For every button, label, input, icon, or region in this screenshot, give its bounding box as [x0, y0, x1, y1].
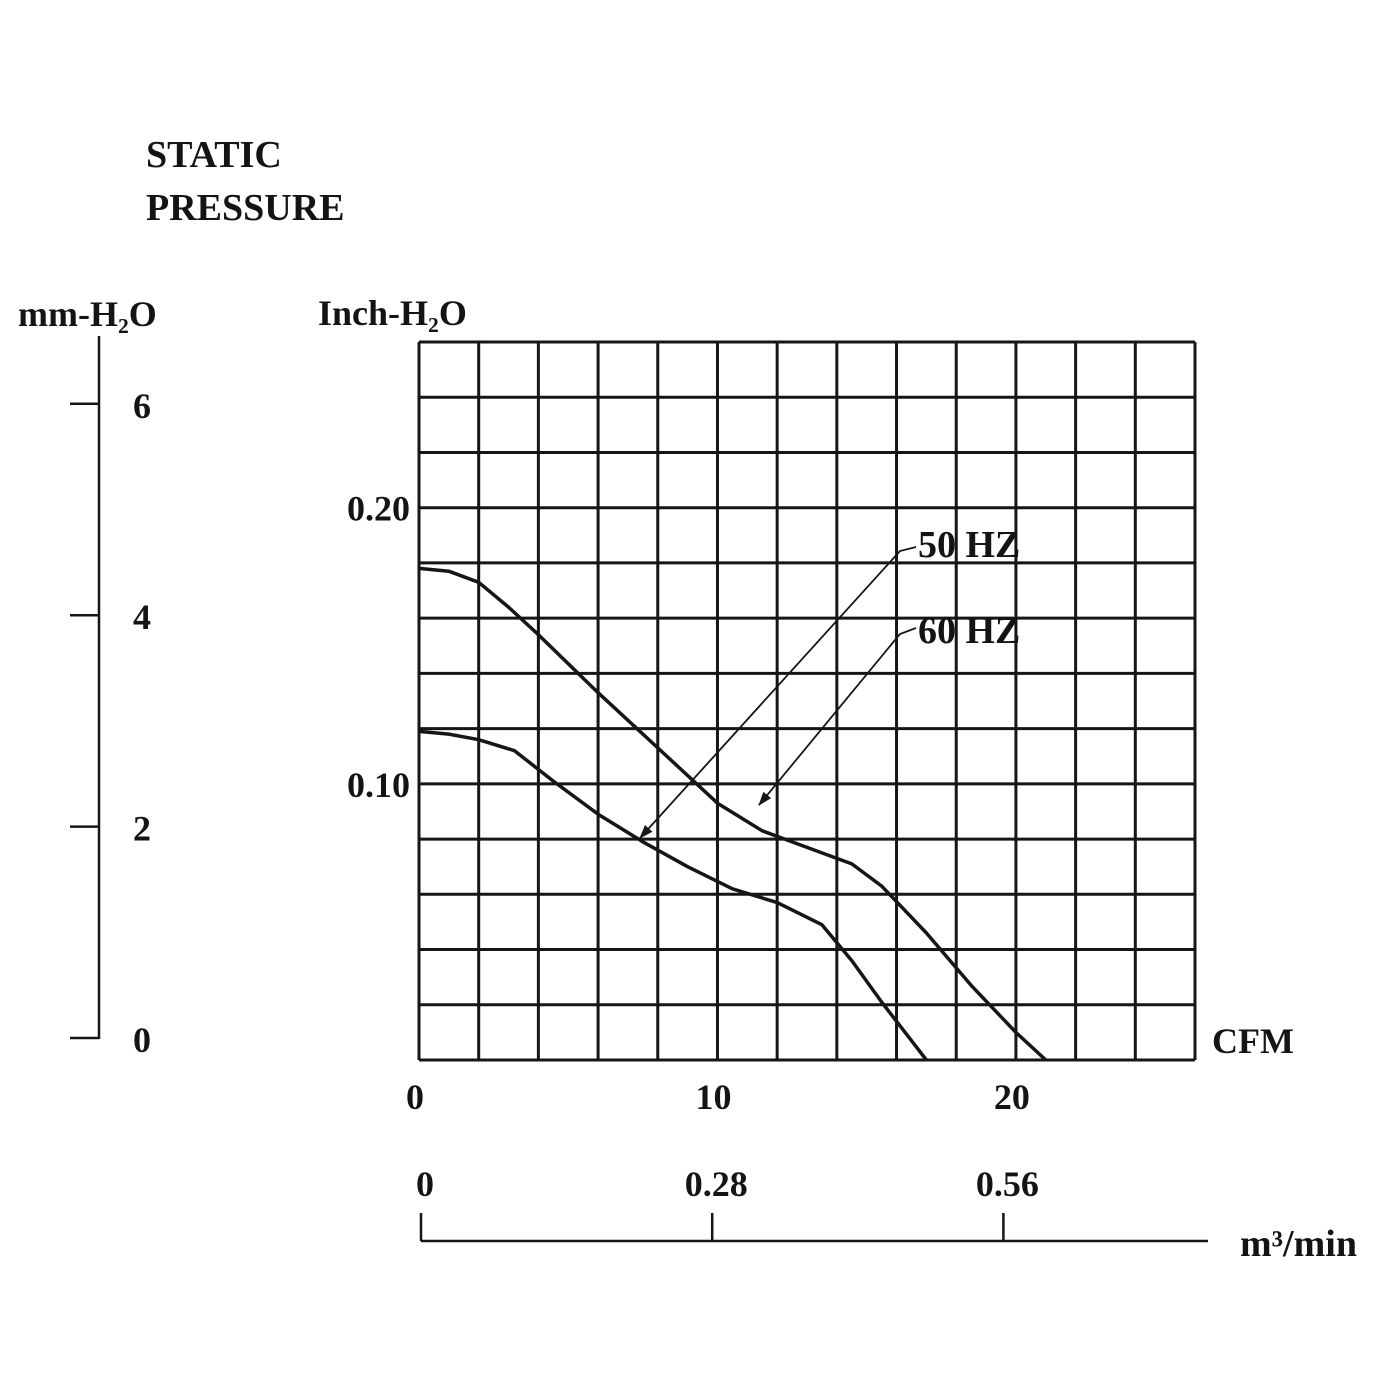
flow-tick-label: 0.56: [976, 1164, 1039, 1204]
chart-grid: [417, 340, 1197, 1062]
mm-axis-unit-label: mm-H₂O: [18, 294, 157, 334]
mm-tick-label: 2: [133, 809, 151, 849]
annotation-leader-50hz: [639, 546, 917, 839]
series-curves: [418, 566, 1047, 1062]
y-tick-label: 0.20: [347, 489, 410, 529]
mm-tick-label: 6: [133, 386, 151, 426]
y-axis-label: Inch-H₂O: [318, 293, 467, 333]
chart-title-line-2: PRESSURE: [146, 187, 345, 229]
x-tick-labels: 0 10 20: [406, 1077, 1030, 1117]
annotation-leader-60hz: [758, 627, 917, 806]
y-tick-label: 0.10: [347, 765, 410, 805]
x-tick-label: 0: [406, 1077, 424, 1117]
chart-title-line-1: STATIC: [146, 134, 282, 176]
series-label-50hz: 50 HZ: [918, 524, 1020, 566]
mm-axis-ticks: 6 4 2 0: [70, 386, 151, 1060]
x-tick-label: 20: [994, 1077, 1030, 1117]
series-line-60hz: [418, 566, 1047, 1062]
series-line-50hz: [418, 729, 928, 1062]
mm-tick-label: 4: [133, 597, 151, 637]
x-tick-label: 10: [695, 1077, 731, 1117]
flow-axis-ticks: 0 0.28 0.56: [416, 1164, 1039, 1241]
y-tick-labels: 0.20 0.10: [347, 489, 410, 805]
flow-tick-label: 0.28: [685, 1164, 748, 1204]
series-label-60hz: 60 HZ: [918, 610, 1020, 652]
x-axis-label: CFM: [1212, 1021, 1294, 1061]
flow-tick-label: 0: [416, 1164, 434, 1204]
mm-tick-label: 0: [133, 1020, 151, 1060]
flow-axis-unit-label: m³/min: [1240, 1223, 1357, 1265]
